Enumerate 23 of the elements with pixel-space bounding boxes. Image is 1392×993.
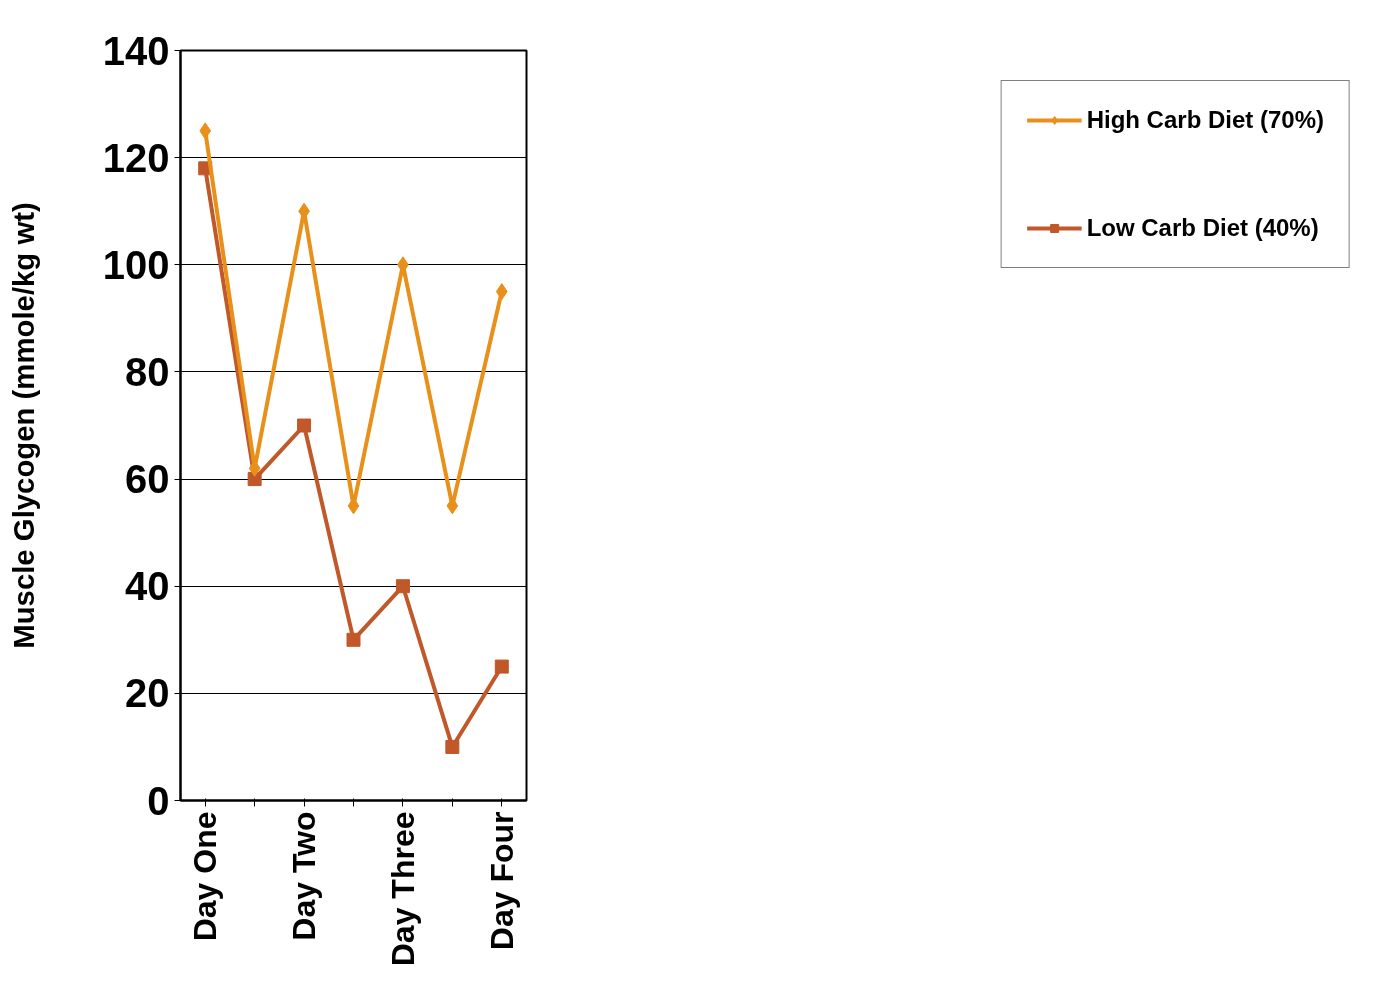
x-tick-label: Day One: [187, 811, 224, 942]
point: [494, 659, 509, 674]
point: [346, 632, 361, 647]
legend-label: Low Carb Diet (40%): [1086, 214, 1319, 242]
x-tick-label: Day Four: [483, 811, 520, 951]
y-tick-label: 0: [147, 778, 170, 823]
point: [247, 472, 262, 487]
y-tick-label: 100: [102, 242, 170, 287]
x-tick-label: Day Three: [384, 811, 421, 967]
point: [495, 283, 508, 301]
y-tick-label: 140: [102, 28, 170, 73]
y-tick-label: 60: [125, 457, 170, 502]
y-tick-label: 80: [125, 349, 170, 394]
point: [297, 418, 312, 433]
legend-label: High Carb Diet (70%): [1086, 106, 1324, 134]
point: [395, 579, 410, 594]
y-tick-label: 40: [125, 564, 170, 609]
y-tick-label: 20: [125, 671, 170, 716]
y-tick-label: 120: [102, 135, 170, 180]
y-axis-title: Muscle Glycogen (mmole/kg wt): [6, 202, 40, 649]
point: [199, 122, 212, 140]
x-tick-label: Day Two: [286, 811, 323, 941]
point: [445, 739, 460, 754]
